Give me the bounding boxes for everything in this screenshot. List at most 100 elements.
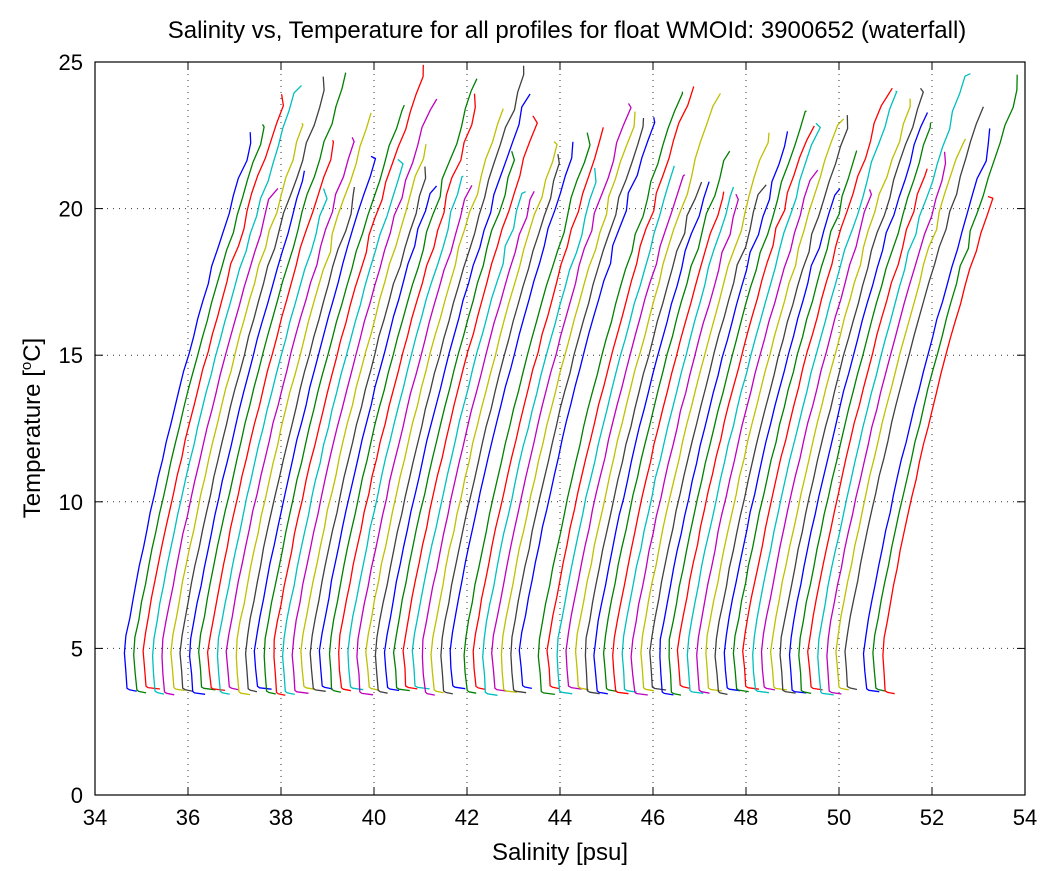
chart-title: Salinity vs, Temperature for all profile… <box>168 17 967 44</box>
x-tick-label: 40 <box>362 805 386 830</box>
profile-line <box>198 72 347 691</box>
profile-line <box>779 87 924 694</box>
profile-line <box>668 110 807 696</box>
profile-line <box>374 65 525 694</box>
profile-line <box>151 84 302 695</box>
axis-ticks <box>94 61 1026 796</box>
y-tick-label: 15 <box>59 343 83 368</box>
x-tick-label: 44 <box>548 805 572 830</box>
profile-line <box>760 189 873 691</box>
profile-line <box>769 98 911 691</box>
profile-line <box>798 122 932 695</box>
x-tick-label: 50 <box>827 805 851 830</box>
y-tick-label: 0 <box>71 783 83 808</box>
profile-line <box>630 193 739 696</box>
profile-line <box>170 122 304 692</box>
profile-line <box>338 93 476 692</box>
profile-line <box>235 112 372 696</box>
profile-line <box>491 103 632 692</box>
x-tick-label: 42 <box>455 805 479 830</box>
profile-line <box>383 93 531 692</box>
profile-line <box>705 118 845 692</box>
profile-line <box>281 158 404 696</box>
profile-line <box>537 91 684 696</box>
profile-line <box>565 174 686 690</box>
profile-line <box>273 64 424 696</box>
profile-line <box>133 124 265 694</box>
profile-line <box>263 104 405 695</box>
x-tick-label: 48 <box>734 805 758 830</box>
profile-line <box>807 168 928 691</box>
y-tick-labels: 0 5 10 15 20 25 <box>59 50 83 808</box>
profile-line <box>356 184 473 696</box>
profile-line <box>518 117 656 690</box>
profile-line <box>723 188 841 692</box>
profile-line <box>472 127 604 691</box>
y-tick-label: 20 <box>59 197 83 222</box>
profile-line <box>225 137 355 691</box>
profile-line <box>430 141 558 694</box>
profile-line <box>742 87 893 690</box>
y-axis-label-end: C] <box>19 338 46 362</box>
profile-line <box>500 111 636 694</box>
profile-line <box>421 191 535 696</box>
y-tick-label: 25 <box>59 50 83 75</box>
profile-line <box>835 138 967 691</box>
profile-line <box>844 106 984 691</box>
profile-line <box>482 167 597 696</box>
profile-line <box>686 122 821 695</box>
profile-line <box>179 76 325 692</box>
profile-lines <box>123 64 1018 696</box>
profile-line <box>649 184 767 691</box>
profile-line <box>714 115 849 696</box>
profile-line <box>862 128 991 693</box>
profile-line <box>318 185 438 690</box>
profile-line <box>253 155 377 690</box>
profile-line <box>347 175 464 691</box>
profile-line <box>732 150 858 693</box>
profile-line <box>546 86 695 690</box>
profile-line <box>612 191 725 695</box>
profile-line <box>872 74 1018 692</box>
profile-line <box>826 151 947 695</box>
profile-line <box>449 141 574 690</box>
profile-line <box>402 115 538 690</box>
x-tick-label: 36 <box>176 805 200 830</box>
profile-line <box>621 186 735 693</box>
y-tick-label: 5 <box>71 636 83 661</box>
x-tick-label: 34 <box>83 805 107 830</box>
profile-line <box>123 132 252 692</box>
x-tick-label: 52 <box>920 805 944 830</box>
profile-line <box>392 151 516 692</box>
profile-line <box>188 170 306 695</box>
y-axis-label-main: Temperature [ <box>19 370 46 518</box>
profile-line <box>244 186 356 693</box>
profile-line <box>142 94 285 690</box>
profile-line <box>309 166 427 692</box>
profile-line <box>752 90 898 694</box>
x-tick-labels: 34 36 38 40 42 44 46 48 50 52 54 <box>83 805 1037 830</box>
x-tick-label: 54 <box>1013 805 1037 830</box>
profile-line <box>328 78 478 693</box>
profile-line <box>574 93 721 691</box>
profile-line <box>300 144 427 690</box>
y-axis-label-sup: o <box>18 362 35 370</box>
profile-line <box>817 73 971 696</box>
profile-line <box>463 132 591 694</box>
profile-line <box>788 112 929 694</box>
y-axis-label: Temperature [oC] <box>18 338 46 518</box>
profile-line <box>411 191 526 690</box>
profile-line <box>161 187 279 696</box>
profile-line <box>593 181 710 695</box>
profile-line <box>440 154 560 695</box>
y-tick-label: 10 <box>59 490 83 515</box>
profile-line <box>640 132 770 692</box>
profile-line <box>556 165 675 695</box>
profile-line <box>510 117 645 694</box>
profile-line <box>659 131 789 696</box>
x-tick-label: 38 <box>269 805 293 830</box>
profile-line <box>216 188 328 695</box>
x-tick-label: 46 <box>641 805 665 830</box>
profile-line <box>602 150 731 693</box>
